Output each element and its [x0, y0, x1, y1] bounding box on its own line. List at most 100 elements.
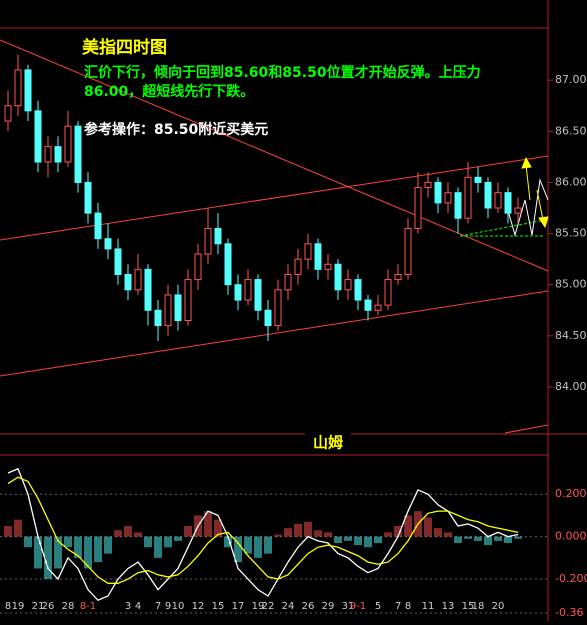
candle-body	[104, 238, 112, 250]
x-tick-label: 3	[125, 601, 131, 612]
arrows	[521, 156, 549, 229]
candle-body	[224, 243, 232, 286]
candle-body	[124, 273, 132, 291]
candle-body	[44, 146, 52, 163]
trend-line	[504, 424, 549, 434]
annotation: 汇价下行，倾向于回到85.60和85.50位置才开始反弹。上压力	[84, 64, 481, 81]
candle-body	[244, 279, 252, 301]
candle-body	[54, 146, 62, 163]
candle-body	[64, 125, 72, 163]
x-tick-label: 9	[165, 601, 171, 612]
candle-body	[444, 192, 452, 204]
candle-body	[194, 253, 202, 281]
candle-body	[494, 192, 502, 209]
x-tick-label: 11	[422, 601, 435, 612]
candle-body	[394, 273, 402, 281]
x-tick-label: 29	[322, 601, 335, 612]
candle-body	[184, 279, 192, 322]
x-tick-label: 7	[395, 601, 401, 612]
x-tick-label: 18	[472, 601, 485, 612]
candle-body	[334, 263, 342, 291]
x-tick-label: 17	[232, 601, 245, 612]
arrow	[536, 189, 544, 221]
candle-body	[274, 289, 282, 327]
candle-body	[4, 105, 12, 122]
candle-body	[154, 309, 162, 327]
arrow-head	[521, 156, 532, 169]
x-tick-label: 26	[42, 601, 55, 612]
candle-body	[464, 176, 472, 219]
candle-body	[34, 110, 42, 163]
candle-body	[434, 181, 442, 204]
trend-line	[0, 290, 549, 377]
x-tick-label: 8	[5, 601, 11, 612]
x-tick-label: 19	[12, 601, 25, 612]
x-tick-label: 19	[252, 601, 265, 612]
x-tick-label: 8	[405, 601, 411, 612]
x-tick-label: 8-1	[80, 601, 96, 612]
candle-body	[14, 69, 22, 107]
y-tick-label: 86.50	[555, 124, 587, 137]
candle-body	[234, 284, 242, 301]
y-tick-label: -0.200	[555, 572, 587, 585]
x-tick-label: 20	[492, 601, 505, 612]
candle-body	[474, 176, 482, 183]
y-tick-label: 84.00	[555, 380, 587, 393]
candle-body	[314, 243, 322, 270]
candle-body	[204, 227, 212, 255]
projection	[504, 178, 549, 237]
y-tick-label: 86.00	[555, 175, 587, 188]
x-tick-label: 22	[262, 601, 275, 612]
candle-body	[514, 207, 522, 214]
candle-body	[134, 268, 142, 291]
candle-body	[254, 279, 262, 311]
y-tick-label: 85.50	[555, 227, 587, 240]
candle-body	[454, 192, 462, 219]
candle-body	[174, 294, 182, 322]
candle-body	[344, 279, 352, 291]
support-line	[459, 219, 546, 237]
candle-body	[354, 279, 362, 301]
label-box	[305, 433, 351, 453]
candle-body	[94, 212, 102, 240]
candle-body	[304, 243, 312, 260]
candle-body	[384, 279, 392, 306]
candle-body	[284, 273, 292, 291]
trend-line	[0, 39, 549, 272]
candle-body	[74, 125, 82, 183]
x-tick-label: 21	[32, 601, 45, 612]
arrow-head	[538, 216, 549, 229]
annotation: 86.00，超短线先行下跌。	[84, 83, 254, 100]
candle-body	[294, 258, 302, 275]
candle-body	[214, 227, 222, 245]
x-tick-label: 13	[442, 601, 455, 612]
candle-body	[84, 181, 92, 214]
candle-body	[504, 192, 512, 214]
y-tick-label: 0.000	[555, 530, 587, 543]
x-tick-label: 24	[282, 601, 295, 612]
candle-body	[164, 294, 172, 327]
candle-body	[374, 304, 382, 311]
macd-line	[7, 467, 519, 602]
y-tick-label: 85.00	[555, 278, 587, 291]
indicator-label: 山姆	[313, 434, 343, 452]
candle-body	[324, 263, 332, 270]
candle-body	[414, 187, 422, 229]
candle-body	[484, 181, 492, 209]
trend-lines	[0, 39, 549, 434]
x-tick-label: 15	[462, 601, 475, 612]
macd-line	[7, 476, 519, 584]
candle-body	[404, 227, 412, 275]
x-tick-label: 28	[62, 601, 75, 612]
x-tick-label: 12	[192, 601, 205, 612]
x-tick-label: 26	[302, 601, 315, 612]
y-tick-label: 0.200	[555, 487, 587, 500]
x-tick-label: 7	[155, 601, 161, 612]
x-tick-label: 31	[342, 601, 355, 612]
y-tick-label: -0.36	[555, 606, 583, 619]
candle-body	[24, 69, 32, 112]
candle-body	[364, 299, 372, 311]
candle-body	[114, 248, 122, 275]
